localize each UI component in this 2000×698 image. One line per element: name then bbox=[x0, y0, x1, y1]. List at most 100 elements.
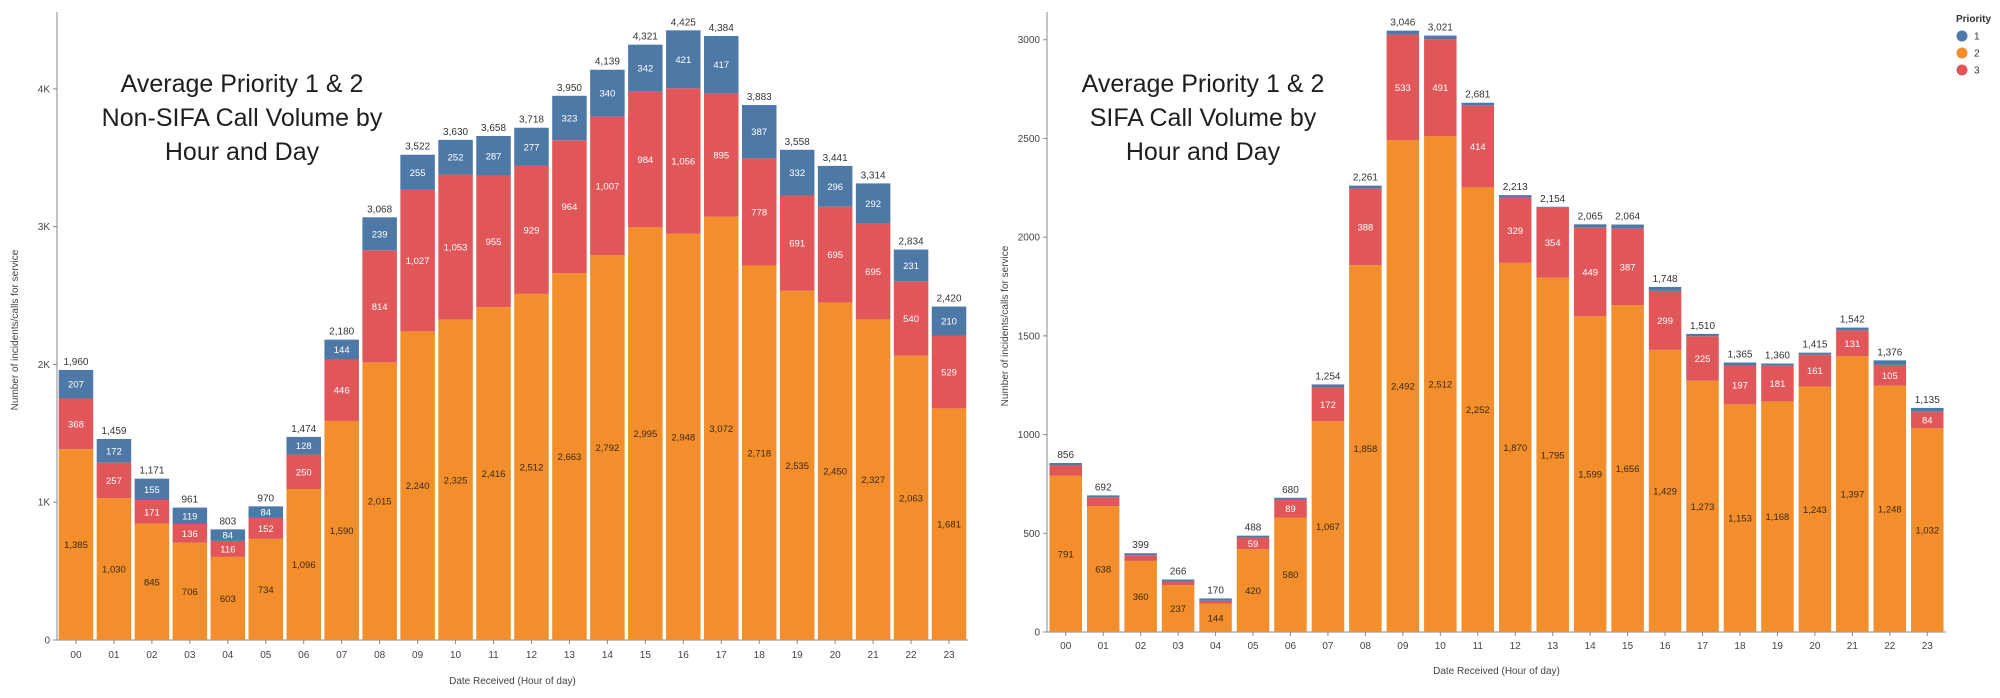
segment-value-label: 1,385 bbox=[64, 540, 88, 551]
bar-segment-p1 bbox=[779, 149, 815, 196]
segment-value-label: 1,681 bbox=[937, 520, 961, 531]
bar-segment-p1 bbox=[1199, 598, 1232, 601]
x-tick-label: 06 bbox=[298, 650, 310, 661]
bar-segment-p3 bbox=[1424, 39, 1457, 137]
segment-value-label: 984 bbox=[637, 155, 653, 166]
bar-segment-p1 bbox=[1873, 360, 1907, 365]
segment-value-label: 1,248 bbox=[1878, 504, 1902, 515]
segment-value-label: 116 bbox=[220, 544, 235, 555]
bar-segment-p1 bbox=[1536, 206, 1569, 208]
bar-total-label: 3,883 bbox=[747, 92, 772, 103]
bar-segment-p3 bbox=[1386, 34, 1420, 141]
bar-segment-p2 bbox=[1761, 401, 1794, 632]
segment-value-label: 845 bbox=[144, 577, 160, 588]
segment-value-label: 329 bbox=[1507, 226, 1523, 237]
bar-segment-p2 bbox=[666, 233, 701, 640]
segment-value-label: 814 bbox=[372, 302, 388, 313]
bar-segment-p2 bbox=[628, 227, 663, 640]
bar-segment-p3 bbox=[1873, 364, 1907, 386]
x-tick-label: 02 bbox=[1135, 641, 1147, 652]
x-tick-label: 03 bbox=[184, 650, 196, 661]
bar-segment-p3 bbox=[438, 174, 473, 320]
bar-segment-p3 bbox=[779, 195, 815, 291]
bar-segment-p2 bbox=[779, 290, 815, 640]
x-tick-label: 11 bbox=[488, 650, 499, 661]
x-tick-label: 15 bbox=[640, 650, 652, 661]
x-tick-label: 15 bbox=[1622, 641, 1634, 652]
bar-total-label: 3,068 bbox=[367, 204, 392, 215]
bar-segment-p2 bbox=[1648, 349, 1682, 632]
segment-value-label: 292 bbox=[865, 199, 881, 210]
bar-segment-p1 bbox=[134, 478, 170, 501]
bar-total-label: 170 bbox=[1207, 585, 1224, 596]
y-tick-label: 3K bbox=[38, 222, 51, 233]
bar-segment-p3 bbox=[1498, 197, 1532, 263]
bar-segment-p3 bbox=[476, 175, 511, 308]
segment-value-label: 323 bbox=[562, 114, 578, 125]
segment-value-label: 1,656 bbox=[1616, 464, 1640, 475]
x-tick-label: 00 bbox=[70, 650, 82, 661]
bar-segment-p1 bbox=[1236, 535, 1270, 538]
bar-segment-p1 bbox=[552, 95, 587, 141]
bar-segment-p3 bbox=[514, 165, 549, 294]
bar-segment-p3 bbox=[248, 517, 284, 539]
y-tick-label: 3000 bbox=[1018, 35, 1041, 46]
bar-segment-p2 bbox=[1723, 404, 1757, 632]
bar-segment-p1 bbox=[1648, 286, 1682, 291]
bar-total-label: 1,748 bbox=[1653, 274, 1678, 285]
x-tick-label: 16 bbox=[1660, 641, 1672, 652]
segment-value-label: 2,450 bbox=[823, 467, 847, 478]
segment-value-label: 342 bbox=[637, 64, 653, 75]
segment-value-label: 2,416 bbox=[482, 469, 506, 480]
bar-segment-p2 bbox=[1236, 549, 1270, 632]
bar-total-label: 2,261 bbox=[1353, 173, 1378, 184]
bar-total-label: 3,314 bbox=[861, 170, 886, 181]
segment-value-label: 387 bbox=[751, 127, 767, 138]
segment-value-label: 1,870 bbox=[1503, 443, 1527, 454]
bar-segment-p3 bbox=[1573, 227, 1607, 317]
legend: Priority 1 2 3 bbox=[1956, 14, 1991, 77]
bar-segment-p3 bbox=[1798, 354, 1832, 387]
bar-segment-p2 bbox=[58, 449, 94, 640]
y-tick-label: 500 bbox=[1023, 529, 1040, 540]
segment-value-label: 210 bbox=[941, 317, 957, 328]
bar-total-label: 488 bbox=[1245, 523, 1262, 534]
segment-value-label: 360 bbox=[1133, 592, 1149, 603]
bar-segment-p1 bbox=[1349, 185, 1382, 189]
bar-segment-p2 bbox=[931, 408, 967, 640]
segment-value-label: 239 bbox=[372, 229, 388, 240]
x-tick-label: 12 bbox=[1510, 641, 1522, 652]
bar-segment-p3 bbox=[400, 189, 435, 332]
bar-segment-p2 bbox=[1274, 517, 1307, 632]
bar-segment-p1 bbox=[1761, 363, 1794, 366]
x-tick-label: 10 bbox=[450, 650, 462, 661]
bar-total-label: 2,064 bbox=[1615, 212, 1640, 223]
bar-segment-p3 bbox=[931, 335, 967, 409]
x-tick-label: 13 bbox=[564, 650, 576, 661]
y-tick-label: 0 bbox=[1034, 628, 1040, 639]
segment-value-label: 172 bbox=[1320, 400, 1336, 411]
chart-title-line: Average Priority 1 & 2 bbox=[1082, 70, 1325, 98]
bar-total-label: 3,441 bbox=[823, 153, 848, 164]
bar-segment-p2 bbox=[1199, 603, 1232, 632]
segment-value-label: 172 bbox=[106, 446, 122, 457]
bar-total-label: 2,681 bbox=[1465, 90, 1490, 101]
segment-value-label: 2,718 bbox=[747, 448, 771, 459]
segment-value-label: 368 bbox=[68, 419, 84, 430]
x-tick-label: 23 bbox=[943, 650, 955, 661]
bar-segment-p1 bbox=[741, 105, 777, 159]
bar-total-label: 399 bbox=[1132, 540, 1149, 551]
segment-value-label: 964 bbox=[562, 202, 578, 213]
segment-value-label: 84 bbox=[223, 531, 234, 542]
segment-value-label: 2,325 bbox=[444, 475, 468, 486]
bar-segment-p2 bbox=[1536, 277, 1569, 632]
bar-segment-p2 bbox=[1498, 262, 1532, 632]
x-tick-label: 22 bbox=[1884, 641, 1896, 652]
bar-segment-p3 bbox=[286, 454, 321, 489]
segment-value-label: 1,795 bbox=[1541, 450, 1565, 461]
x-tick-label: 09 bbox=[1397, 641, 1409, 652]
segment-value-label: 421 bbox=[675, 55, 691, 66]
bar-segment-p2 bbox=[1611, 305, 1644, 632]
bar-segment-p1 bbox=[324, 339, 359, 360]
